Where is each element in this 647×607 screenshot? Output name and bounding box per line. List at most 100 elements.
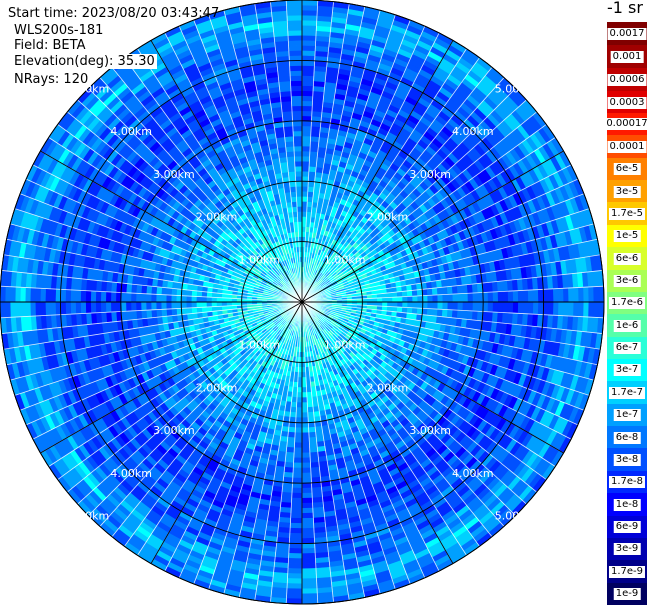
beta-cell [563, 287, 570, 303]
beta-cell [507, 301, 514, 314]
beta-cell [291, 492, 303, 499]
beta-cell [452, 293, 459, 303]
beta-cell [578, 286, 585, 303]
beta-cell [406, 290, 413, 297]
beta-cell [397, 301, 403, 308]
beta-cell [309, 451, 319, 459]
beta-cell [301, 462, 312, 469]
beta-cell [401, 306, 408, 314]
beta-cell [527, 301, 534, 315]
beta-cell [294, 442, 303, 449]
beta-cell [301, 24, 317, 31]
beta-cell [457, 301, 464, 311]
beta-cell [301, 80, 314, 87]
beta-cell [593, 286, 600, 303]
beta-cell [309, 155, 318, 163]
beta-cell [308, 431, 317, 439]
beta-cell [472, 301, 479, 312]
beta-cell [301, 598, 319, 605]
beta-cell [573, 287, 580, 303]
beta-cell [301, 402, 308, 409]
beta-cell [301, 0, 319, 6]
beta-cell [573, 301, 580, 317]
beta-cell [437, 301, 444, 310]
beta-cell [382, 301, 388, 307]
beta-cell [285, 598, 303, 605]
beta-cell [296, 387, 303, 393]
beta-cell [285, 446, 295, 454]
beta-cell [301, 527, 315, 534]
beta-cell [377, 297, 383, 303]
beta-cell [301, 472, 312, 479]
beta-cell [287, 431, 296, 439]
beta-cell [553, 288, 560, 303]
beta-cell [301, 135, 312, 142]
beta-cell [422, 295, 429, 303]
beta-cell [307, 406, 314, 413]
beta-cell [307, 411, 315, 418]
beta-cell [412, 295, 419, 303]
beta-cell [297, 382, 303, 388]
beta-cell [297, 377, 303, 383]
beta-cell [436, 286, 444, 296]
beta-cell [286, 436, 296, 444]
beta-cell [301, 180, 309, 187]
beta-cell [301, 547, 316, 554]
beta-cell [411, 307, 418, 315]
beta-cell [301, 120, 312, 127]
beta-cell [447, 293, 454, 303]
beta-cell [382, 297, 388, 303]
beta-cell [407, 295, 414, 303]
beta-cell [288, 542, 303, 549]
beta-cell [309, 150, 319, 158]
beta-cell [292, 462, 303, 469]
beta-cell [292, 467, 303, 474]
beta-cell [301, 125, 312, 132]
beta-cell [301, 211, 308, 217]
beta-cell [301, 537, 315, 544]
beta-cell [301, 100, 313, 107]
beta-cell [301, 517, 314, 524]
beta-cell [426, 287, 434, 296]
beta-cell [289, 522, 303, 529]
beta-cell [452, 301, 459, 311]
beta-cell [301, 522, 315, 529]
beta-cell [497, 291, 504, 303]
beta-cell [296, 392, 303, 398]
beta-cell [422, 301, 429, 309]
beta-cell [286, 593, 303, 600]
beta-cell [309, 145, 319, 153]
beta-cell [301, 95, 314, 102]
beta-cell [301, 44, 316, 51]
beta-cell [290, 406, 297, 413]
beta-cell [301, 553, 316, 560]
beta-cell [286, 578, 303, 585]
beta-cell [301, 115, 313, 122]
beta-cell [301, 160, 310, 167]
beta-cell [411, 289, 418, 297]
beta-cell [583, 301, 590, 318]
beta-cell [401, 290, 408, 298]
beta-cell [377, 301, 383, 307]
beta-cell [578, 301, 585, 318]
beta-cell [308, 426, 317, 434]
beta-cell [507, 290, 514, 303]
beta-cell [290, 502, 303, 509]
beta-cell [497, 301, 504, 313]
beta-cell [301, 382, 307, 388]
beta-cell [301, 392, 308, 398]
beta-cell [301, 542, 316, 549]
beta-cell [442, 294, 449, 303]
beta-cell [301, 397, 308, 403]
beta-cell [301, 85, 314, 92]
beta-cell [301, 558, 317, 565]
beta-cell [431, 308, 439, 317]
beta-cell [309, 441, 318, 449]
beta-cell [467, 301, 474, 312]
beta-cell [487, 301, 494, 313]
beta-cell [301, 568, 317, 575]
beta-cell [442, 301, 449, 310]
beta-cell [308, 170, 317, 178]
beta-cell [290, 401, 298, 408]
beta-cell [451, 309, 459, 319]
